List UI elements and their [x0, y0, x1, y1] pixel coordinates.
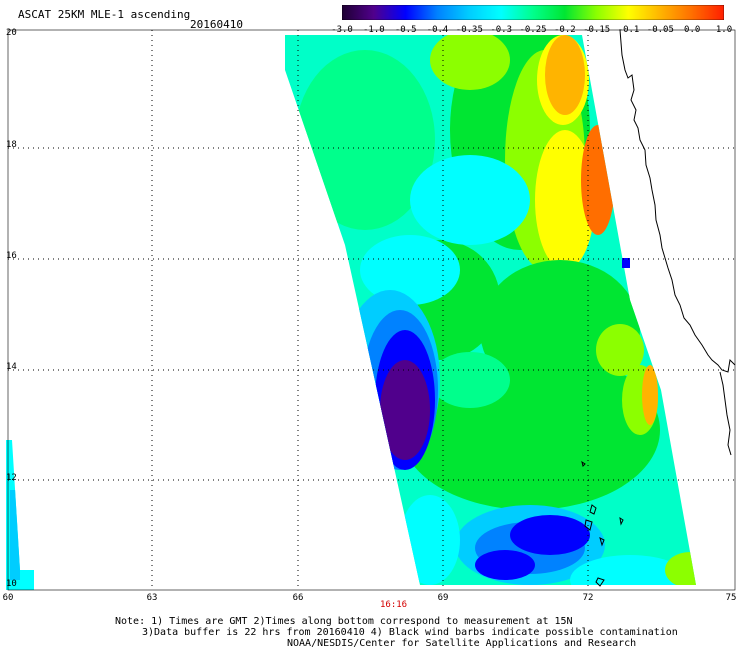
swath-data — [285, 35, 696, 585]
pass-time-label: 16:16 — [380, 600, 408, 610]
lat-label-14: 14 — [6, 362, 17, 372]
lat-label-20: 20 — [6, 28, 17, 38]
lat-label-16: 16 — [6, 251, 17, 261]
map-date: 20160410 — [190, 18, 243, 31]
lon-label-63: 63 — [146, 593, 158, 603]
lon-label-66: 66 — [292, 593, 304, 603]
note-line-1: Note: 1) Times are GMT 2)Times along bot… — [115, 616, 573, 627]
lon-label-72: 72 — [582, 593, 594, 603]
colorbar — [342, 5, 724, 20]
plot-frame — [7, 29, 736, 591]
lon-label-60: 60 — [2, 593, 14, 603]
islands — [581, 460, 624, 587]
lon-label-75: 75 — [725, 593, 737, 603]
map-title: ASCAT 25KM MLE-1 ascending — [18, 8, 191, 21]
colorbar-gradient — [342, 5, 724, 20]
note-line-3: NOAA/NESDIS/Center for Satellite Applica… — [287, 638, 637, 649]
coastal-pixel — [622, 258, 630, 268]
grid-lines — [8, 30, 735, 590]
lat-label-18: 18 — [6, 140, 17, 150]
lat-label-12: 12 — [6, 473, 17, 483]
lat-label-10: 10 — [6, 579, 17, 589]
coastline — [619, 29, 736, 456]
note-line-2: 3)Data buffer is 22 hrs from 20160410 4)… — [142, 627, 678, 638]
left-edge-strip — [6, 440, 34, 590]
lon-label-69: 69 — [437, 593, 449, 603]
